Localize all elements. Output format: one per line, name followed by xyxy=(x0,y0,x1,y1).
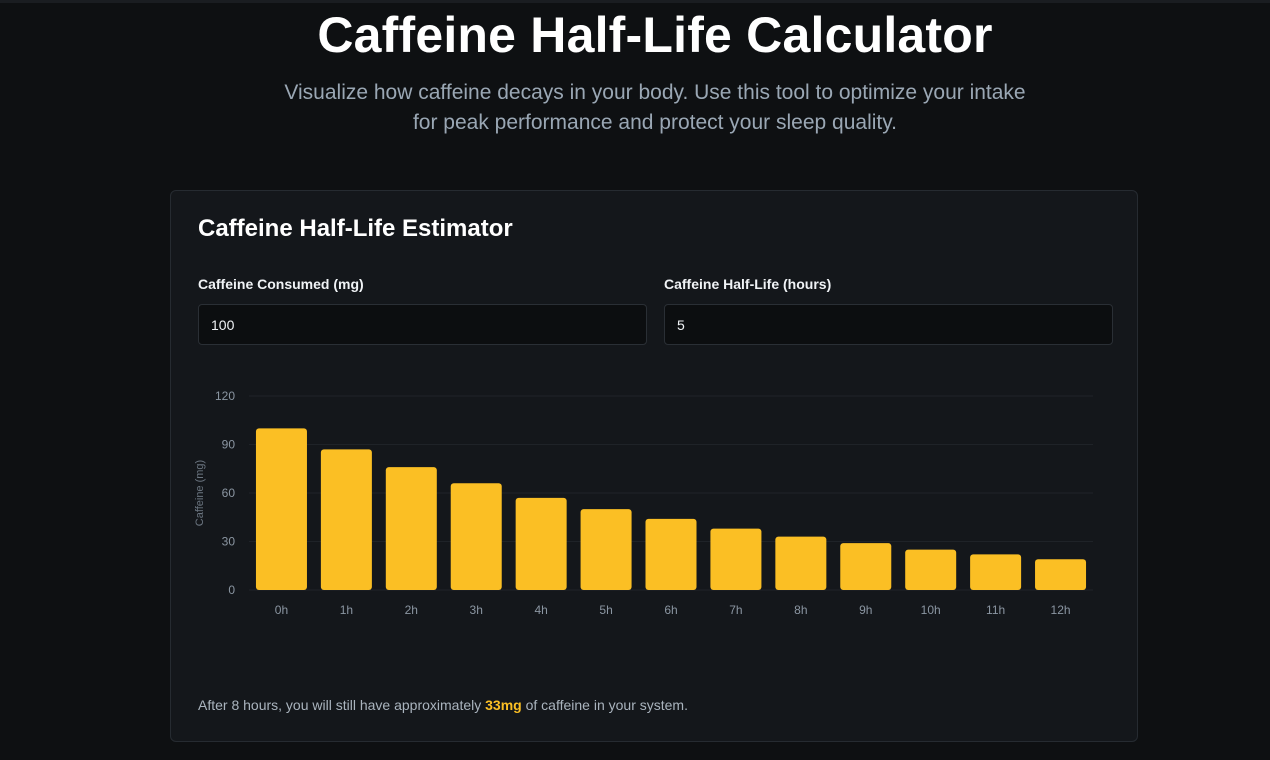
bar-1h xyxy=(320,449,372,590)
caffeine-consumed-label: Caffeine Consumed (mg) xyxy=(198,276,364,292)
bar-2h xyxy=(385,467,437,590)
page-title: Caffeine Half-Life Calculator xyxy=(317,7,993,63)
card-title: Caffeine Half-Life Estimator xyxy=(198,215,513,242)
estimator-card: 0 30 60 90 120 Caffeine (mg) 0h 1h 2h 3h 4h 5h 6h 7h 8… xyxy=(170,190,1138,742)
y-axis-label: Caffeine (mg) xyxy=(194,460,206,526)
page-subtitle: Visualize how caffeine decays in your bo… xyxy=(235,78,1075,138)
result-suffix: of caffeine in your system. xyxy=(525,697,688,713)
bar-11h xyxy=(970,554,1022,590)
bar-6h xyxy=(645,518,697,590)
x-tick-label: 7h xyxy=(729,603,742,617)
caffeine-consumed-input[interactable] xyxy=(198,304,647,345)
x-tick-label: 3h xyxy=(470,603,483,617)
bar-7h xyxy=(710,528,762,590)
half-life-label: Caffeine Half-Life (hours) xyxy=(664,276,832,292)
y-tick-label: 120 xyxy=(215,389,235,403)
bar-10h xyxy=(905,549,957,590)
x-tick-label: 11h xyxy=(986,603,1005,617)
x-tick-label: 0h xyxy=(275,603,288,617)
y-tick-label: 90 xyxy=(222,438,236,452)
bar-5h xyxy=(580,509,632,590)
result-prefix: After 8 hours, you will still have appro… xyxy=(198,697,482,713)
x-tick-label: 9h xyxy=(859,603,872,617)
bar-0h xyxy=(255,428,307,590)
subtitle-line-1: Visualize how caffeine decays in your bo… xyxy=(284,81,1026,104)
top-border xyxy=(0,0,1270,3)
bar-8h xyxy=(775,536,827,590)
subtitle-line-2: for peak performance and protect your sl… xyxy=(412,111,898,134)
result-summary: After 8 hours, you will still have appro… xyxy=(198,697,688,713)
x-tick-label: 8h xyxy=(794,603,807,617)
y-tick-label: 0 xyxy=(228,583,235,597)
decay-bar-chart: 0 30 60 90 120 Caffeine (mg) 0h 1h 2h 3h 4h 5h 6h 7h 8… xyxy=(194,389,1093,617)
x-tick-label: 10h xyxy=(921,603,941,617)
bar-4h xyxy=(515,497,567,590)
bar-9h xyxy=(840,543,892,590)
x-tick-label: 2h xyxy=(405,603,418,617)
remaining-amount: 33mg xyxy=(485,697,522,713)
y-tick-label: 30 xyxy=(222,535,236,549)
half-life-input[interactable] xyxy=(664,304,1113,345)
y-tick-label: 60 xyxy=(222,486,236,500)
bar-3h xyxy=(450,483,502,590)
x-tick-label: 4h xyxy=(534,603,547,617)
x-tick-label: 1h xyxy=(340,603,353,617)
x-tick-label: 5h xyxy=(599,603,612,617)
bar-12h xyxy=(1035,559,1087,590)
x-tick-label: 6h xyxy=(664,603,677,617)
x-tick-label: 12h xyxy=(1051,603,1071,617)
